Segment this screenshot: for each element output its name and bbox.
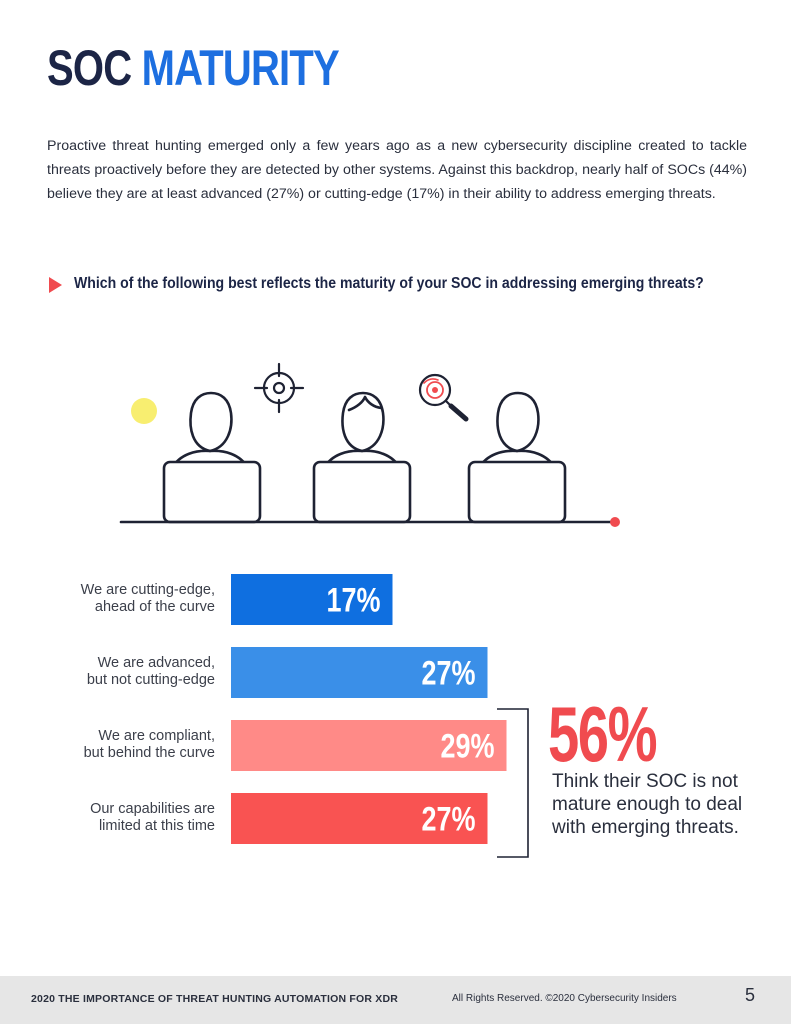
footer-report-title: 2020 THE IMPORTANCE OF THREAT HUNTING AU… <box>31 993 399 1005</box>
category-label-3-line-2: but behind the curve <box>84 745 215 761</box>
title-part-2: MATURITY <box>141 40 340 96</box>
page-title: SOC MATURITY <box>47 40 340 96</box>
category-label-4-line-2: limited at this time <box>99 818 215 834</box>
bar-3 <box>231 720 507 771</box>
category-label-2-line-1: We are advanced, <box>98 655 215 671</box>
bar-2 <box>231 647 488 698</box>
analyst-1-icon <box>162 391 262 524</box>
analyst-3-icon <box>467 391 567 524</box>
bar-1 <box>231 574 393 625</box>
footer-copyright: All Rights Reserved. ©2020 Cybersecurity… <box>452 993 677 1004</box>
crosshair-icon <box>253 362 305 414</box>
category-label-2-line-2: but not cutting-edge <box>87 672 215 688</box>
callout-bracket <box>497 708 529 858</box>
category-label-3-line-1: We are compliant, <box>98 728 215 744</box>
callout-percentage: 56% <box>548 690 658 778</box>
bar-4 <box>231 793 488 844</box>
play-arrow-icon <box>49 277 62 293</box>
soc-analysts-illustration <box>119 362 620 527</box>
page-footer: 2020 THE IMPORTANCE OF THREAT HUNTING AU… <box>0 976 791 1024</box>
title-part-1: SOC <box>47 40 132 96</box>
analyst-2-icon <box>312 391 412 524</box>
category-label-4-line-1: Our capabilities are <box>90 801 215 817</box>
category-label-1-line-1: We are cutting-edge, <box>81 582 215 598</box>
bar-value-label-4: 27% <box>422 801 476 839</box>
baseline-end-dot <box>610 517 620 527</box>
callout-text: Think their SOC is not mature enough to … <box>552 771 743 838</box>
bar-value-label-3: 29% <box>441 728 495 766</box>
page-number: 5 <box>745 985 756 1005</box>
bar-value-label-2: 27% <box>422 655 476 693</box>
bar-value-label-1: 17% <box>327 582 381 620</box>
question-text: Which of the following best reflects the… <box>74 275 704 292</box>
intro-paragraph: Proactive threat hunting emerged only a … <box>47 138 747 202</box>
maturity-bar-chart: 17% We are cutting-edge,ahead of the curv… <box>81 574 529 858</box>
yellow-dot-icon <box>131 398 157 424</box>
magnifier-target-icon <box>418 373 469 422</box>
category-label-1-line-2: ahead of the curve <box>95 599 215 615</box>
